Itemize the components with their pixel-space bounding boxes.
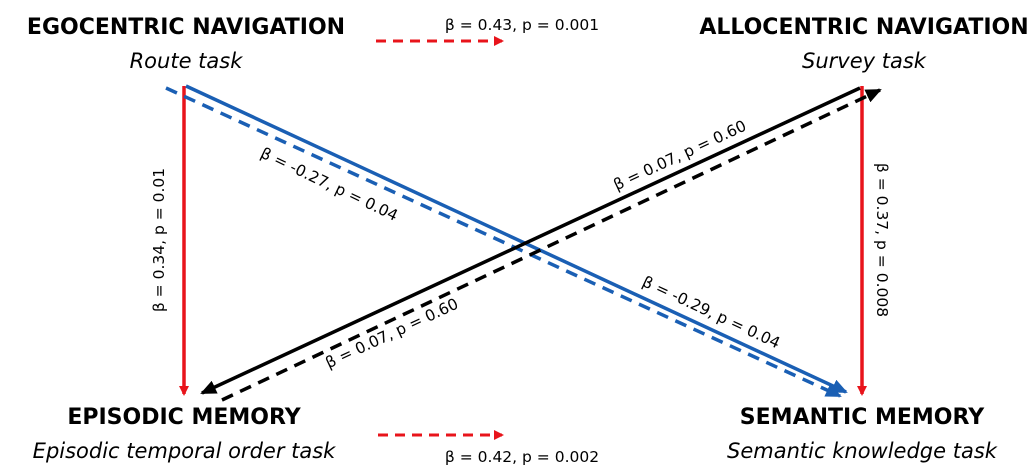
node-subtitle-episodic: Episodic temporal order task [33, 439, 336, 463]
node-title-egocentric: EGOCENTRIC NAVIGATION [27, 15, 345, 40]
edge-label-allo-to-sem: β = 0.37, p = 0.008 [873, 163, 891, 317]
node-title-episodic: EPISODIC MEMORY [67, 405, 301, 430]
arrow-ego-to-sem-solid [185, 84, 848, 394]
node-subtitle-semantic: Semantic knowledge task [727, 439, 998, 463]
node-subtitle-egocentric: Route task [130, 49, 244, 73]
node-subtitle-allocentric: Survey task [802, 49, 927, 73]
edge-label-ego-to-epi: β = 0.34, p = 0.01 [150, 168, 168, 312]
edge-label-ego-to-sem-dashed: β = -0.27, p = 0.04 [258, 144, 401, 225]
arrow-epi-to-allo-dashed [221, 88, 882, 402]
node-title-allocentric: ALLOCENTRIC NAVIGATION [699, 15, 1028, 40]
arrow-ego-to-sem-dashed [165, 86, 842, 398]
arrow-allo-to-epi-solid [200, 86, 861, 395]
edge-label-epi-to-sem: β = 0.42, p = 0.002 [445, 448, 599, 466]
edge-label-ego-to-allo: β = 0.43, p = 0.001 [445, 16, 599, 34]
node-title-semantic: SEMANTIC MEMORY [740, 405, 985, 430]
